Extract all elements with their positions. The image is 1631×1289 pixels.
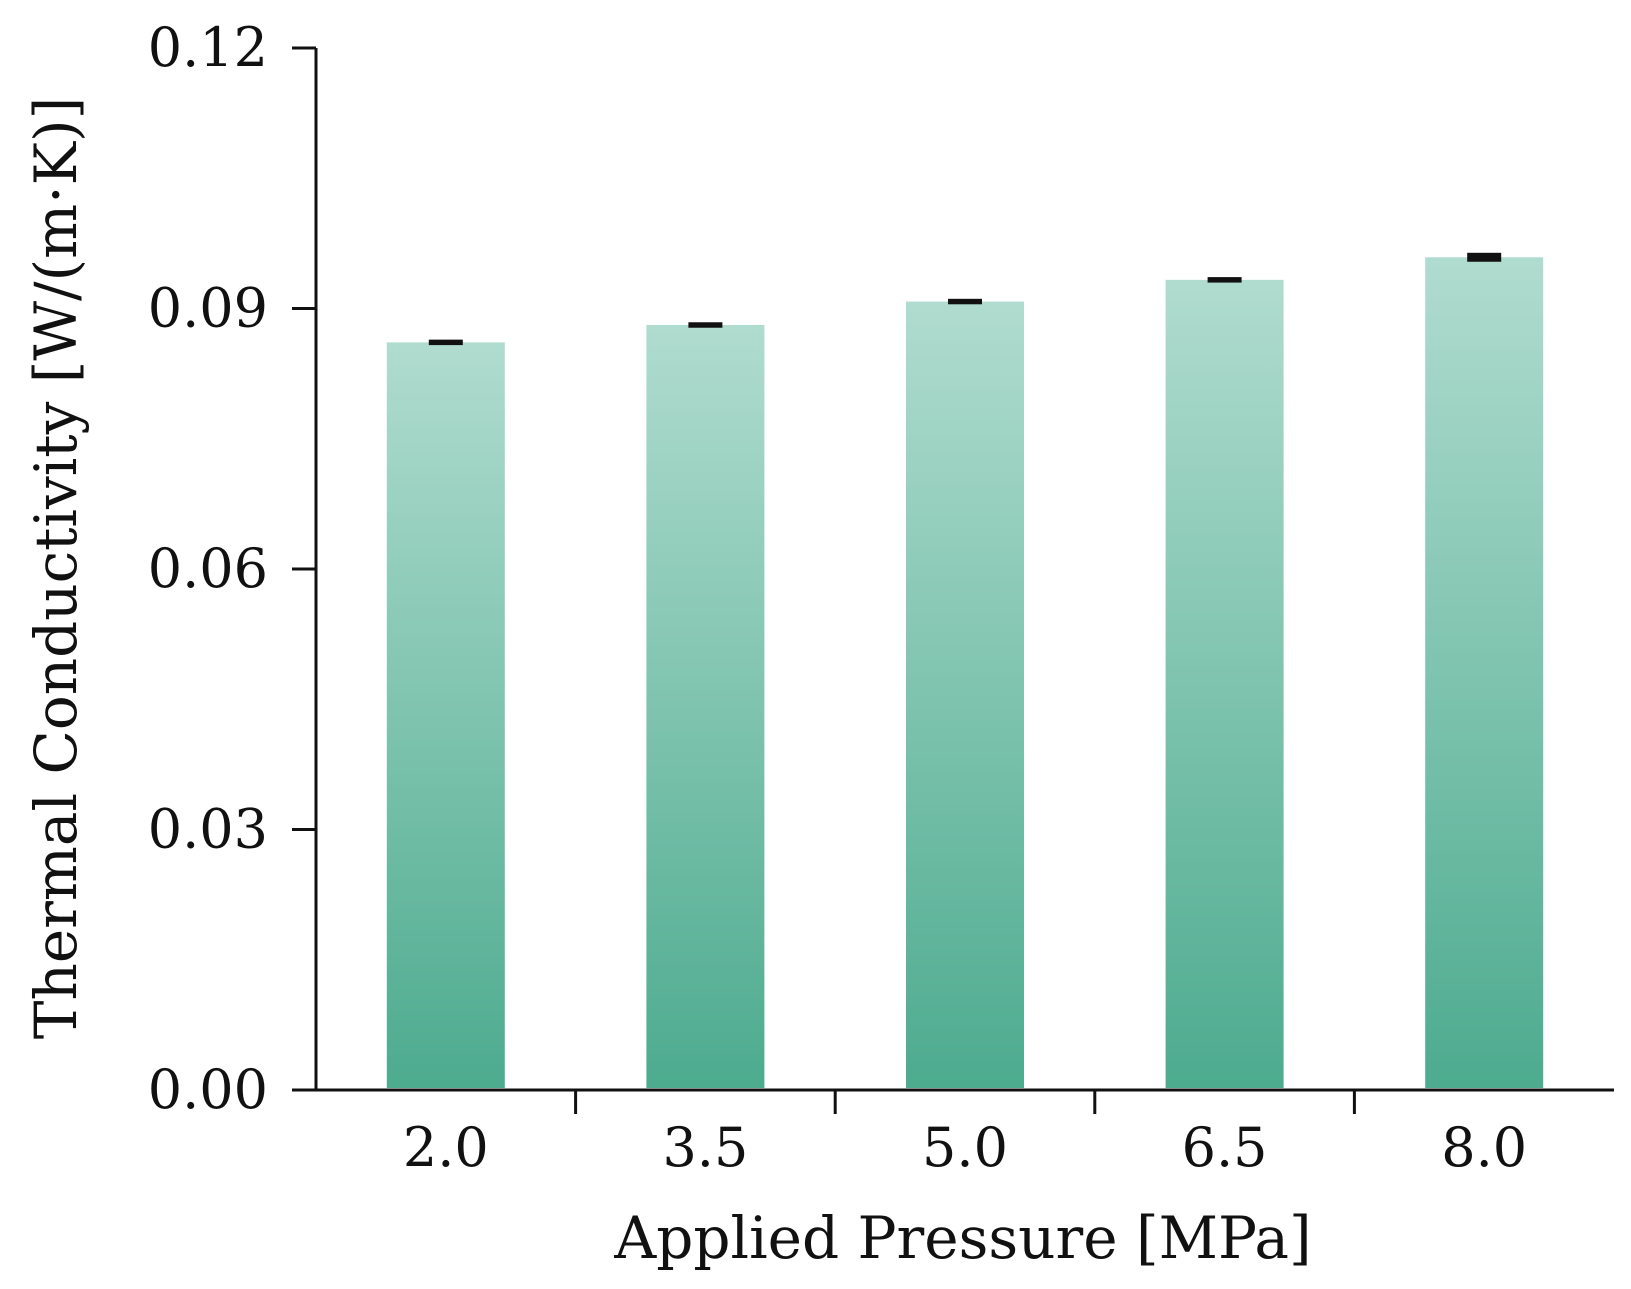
y-axis-title: Thermal Conductivity [W/(m·K)] [22,97,90,1039]
error-bar-3.5 [688,322,723,328]
x-tick-label-5.0: 5.0 [922,1116,1008,1179]
y-ticks-group: 0.00 0.03 0.06 0.09 0.12 [148,16,316,1121]
x-ticks-group: 2.0 3.5 5.0 6.5 8.0 [403,1090,1527,1179]
bar-5.0 [906,301,1024,1088]
y-tick-label-0.00: 0.00 [148,1058,268,1121]
bar-3.5 [646,324,765,1089]
error-bar-2.0 [428,339,463,346]
y-tick-label-0.06: 0.06 [148,537,268,600]
bar-8.0 [1425,257,1544,1089]
x-tick-label-3.5: 3.5 [662,1116,748,1179]
error-bar-6.5 [1207,277,1242,283]
y-tick-label-0.03: 0.03 [148,798,268,861]
y-tick-label-0.09: 0.09 [148,277,268,340]
x-tick-label-8.0: 8.0 [1441,1116,1527,1179]
error-bar-8.0 [1467,252,1502,262]
bar-6.5 [1165,279,1284,1089]
bar-2.0 [386,342,505,1088]
x-tick-label-2.0: 2.0 [403,1116,489,1179]
error-bar-5.0 [948,298,982,305]
x-tick-label-6.5: 6.5 [1182,1116,1268,1179]
x-axis-title: Applied Pressure [MPa] [613,1204,1311,1272]
bars-group [386,257,1544,1089]
error-bars-group [428,252,1502,346]
y-tick-label-0.12: 0.12 [148,16,268,79]
